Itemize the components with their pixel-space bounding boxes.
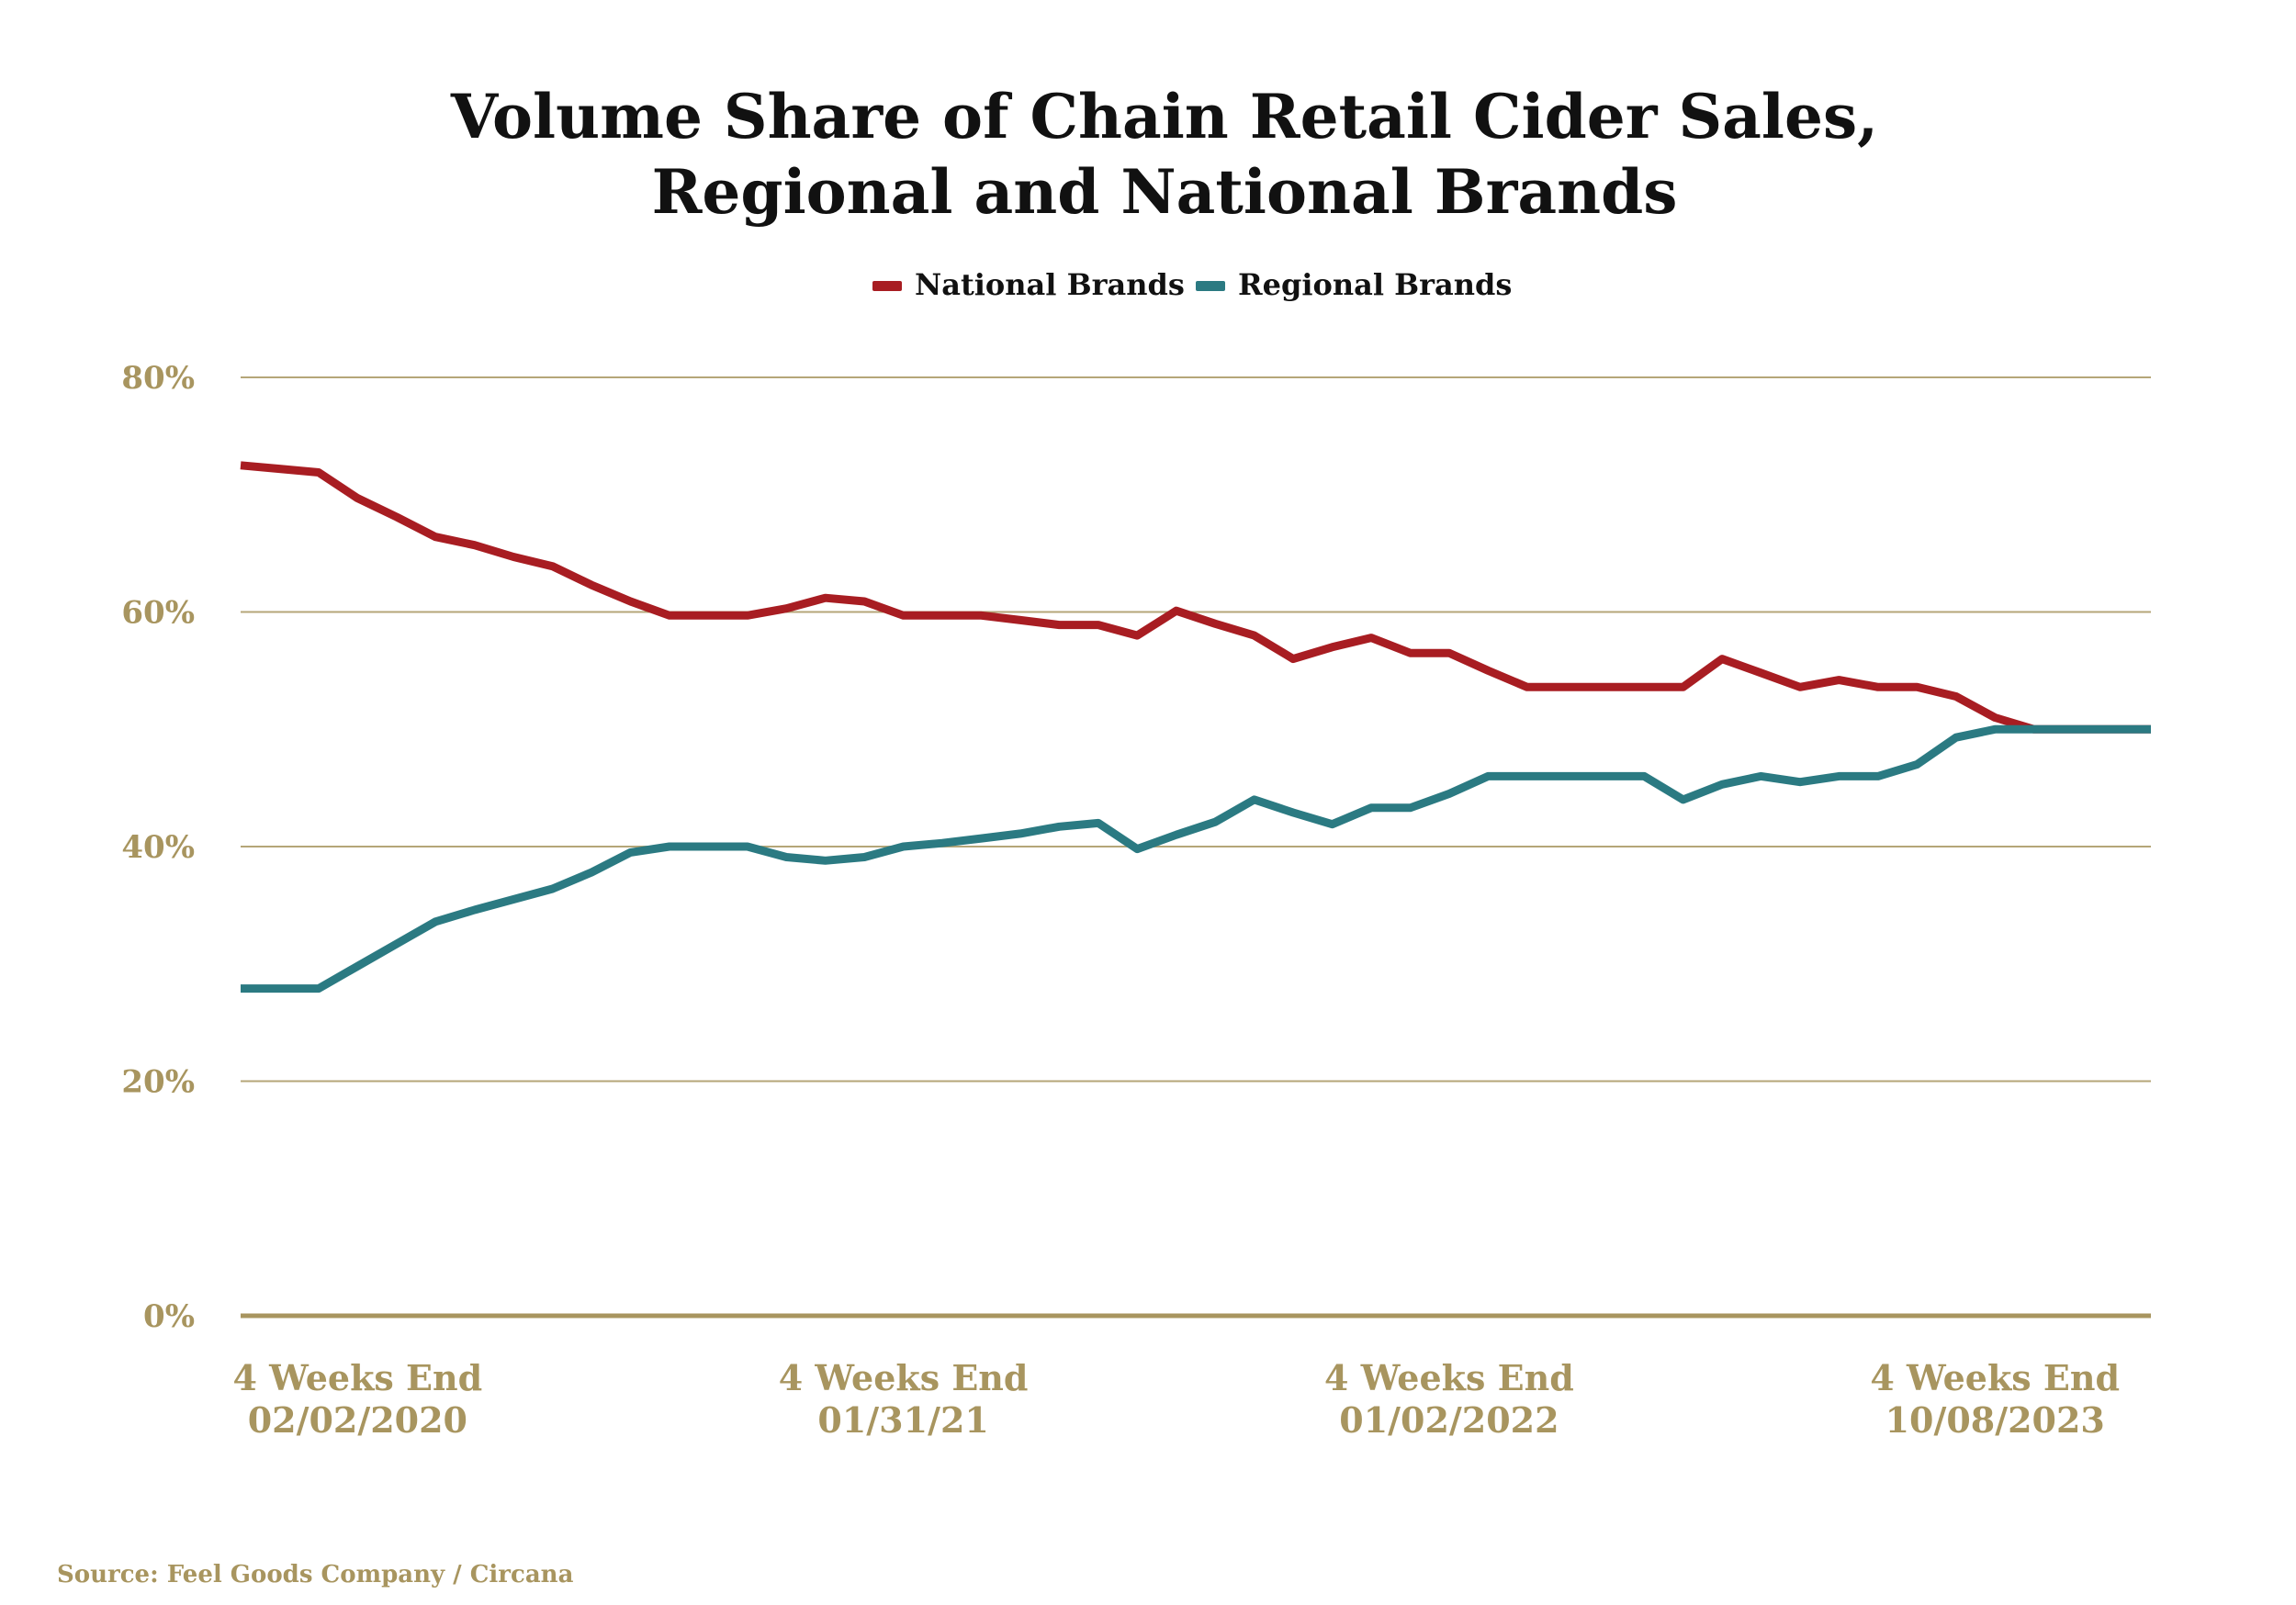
source-note: Source: Feel Goods Company / Circana <box>57 1561 574 1588</box>
series-line-regional-brands <box>241 724 2151 993</box>
chart-title-line: Volume Share of Chain Retail Cider Sales… <box>450 81 1878 152</box>
legend-swatch <box>1196 281 1225 291</box>
x-tick-label: 01/02/2022 <box>1339 1399 1559 1441</box>
y-tick-label: 40% <box>121 829 195 866</box>
series-line-national-brands <box>240 461 2151 734</box>
x-tick-label: 4 Weeks End <box>779 1357 1029 1398</box>
y-tick-label: 20% <box>121 1064 195 1101</box>
source-label: Source: Feel Goods Company / Circana <box>57 1561 574 1588</box>
legend-swatch <box>872 281 902 291</box>
x-tick-label: 02/02/2020 <box>248 1399 467 1441</box>
legend: National Brands Regional Brands <box>872 267 1512 302</box>
y-axis-ticks: 0% 20% 40% 60% 80% <box>121 360 195 1335</box>
x-tick-label: 4 Weeks End <box>232 1357 482 1398</box>
chart-title-line: Regional and National Brands <box>652 156 1678 228</box>
x-tick-label: 01/31/21 <box>817 1399 988 1441</box>
legend-label: National Brands <box>915 267 1185 302</box>
legend-label: Regional Brands <box>1238 267 1512 302</box>
series-lines <box>240 461 2151 993</box>
y-tick-label: 0% <box>143 1298 195 1335</box>
x-tick-label: 4 Weeks End <box>1870 1357 2120 1398</box>
x-tick-label: 4 Weeks End <box>1324 1357 1574 1398</box>
x-tick-label: 10/08/2023 <box>1885 1399 2105 1441</box>
gridlines <box>241 376 2151 1319</box>
y-tick-label: 60% <box>121 595 195 632</box>
y-tick-label: 80% <box>121 360 195 397</box>
chart-title: Volume Share of Chain Retail Cider Sales… <box>450 81 1878 228</box>
